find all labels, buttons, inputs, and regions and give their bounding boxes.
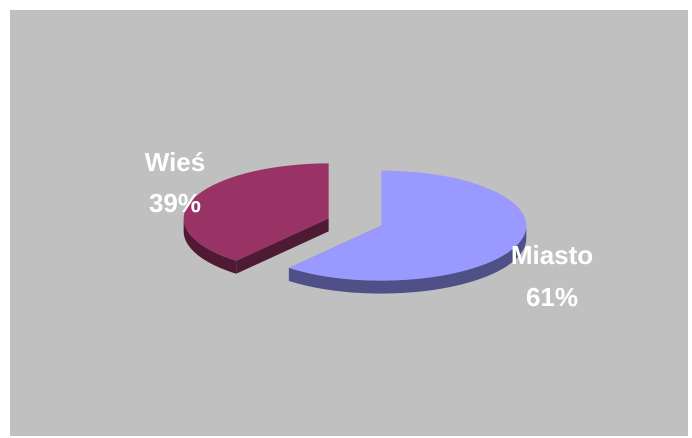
slice-label-wies-name: Wieś — [145, 147, 205, 177]
slice-rim-miasto — [288, 225, 527, 294]
slice-label-miasto-percent: 61% — [526, 282, 578, 312]
slice-label-wies-percent: 39% — [149, 188, 201, 218]
slice-miasto — [288, 170, 527, 281]
slice-wies — [183, 163, 329, 261]
chart-area — [10, 10, 688, 436]
slice-label-miasto-name: Miasto — [511, 240, 593, 270]
slice-rim-wies — [183, 218, 237, 274]
slice-cut-face-wies-0 — [236, 218, 329, 274]
